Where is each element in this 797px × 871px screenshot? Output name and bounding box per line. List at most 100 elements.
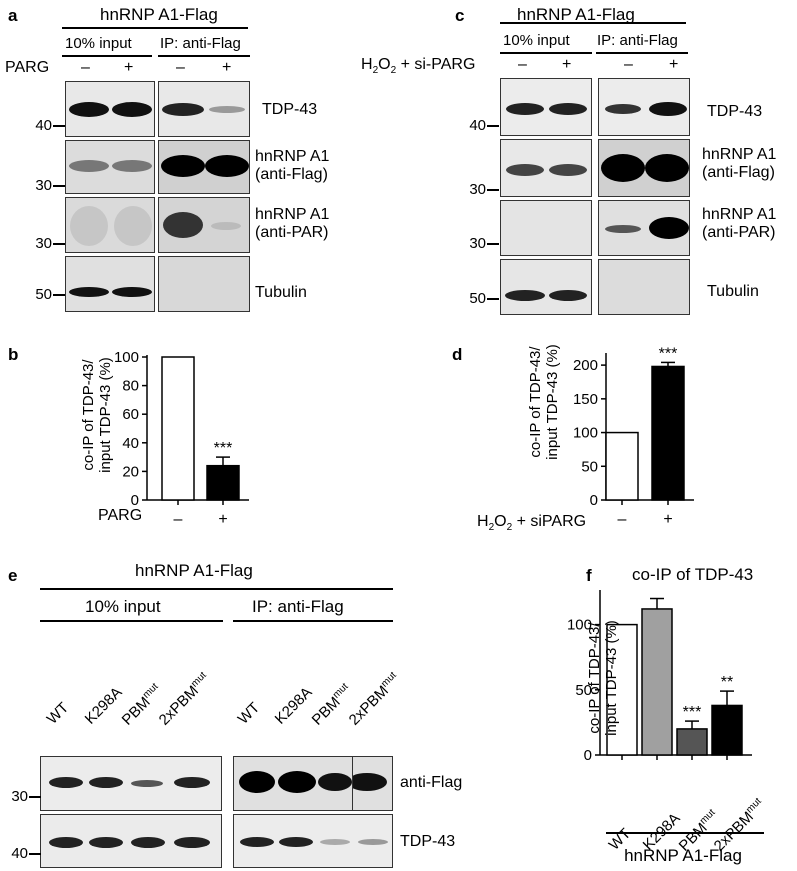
blot-ip-tdp43 — [233, 814, 393, 868]
construct-line — [500, 22, 686, 24]
blot-ip-tdp43 — [598, 78, 690, 136]
significance-label: *** — [659, 345, 678, 362]
input-line — [62, 55, 152, 57]
y-tick-label: 0 — [131, 492, 139, 509]
blot-input-tdp43 — [65, 81, 155, 137]
blot-label-tdp43: TDP-43 — [707, 103, 763, 120]
blot-input-flag — [40, 756, 222, 811]
ip-line — [596, 52, 688, 54]
bar — [206, 464, 240, 501]
y-tick-label: 0 — [590, 492, 598, 509]
mw-marker: 30 — [11, 788, 28, 805]
bar — [605, 431, 639, 501]
panel-label-a: a — [8, 6, 18, 25]
y-axis-label: co-IP of TDP-43/ input TDP-43 (%) — [80, 357, 115, 473]
blot-ip-flag — [158, 140, 250, 194]
construct-label: hnRNP A1-Flag — [517, 5, 635, 24]
construct-line — [62, 27, 248, 29]
lane-sign: – — [624, 56, 633, 73]
input-line — [500, 52, 592, 54]
bar — [651, 365, 685, 501]
lane-sign: – — [81, 59, 90, 76]
input-label: 10% input — [503, 32, 570, 49]
y-tick-label: 80 — [122, 378, 139, 395]
panel-label-f: f — [586, 566, 592, 585]
blot-ip-par — [158, 197, 250, 253]
y-tick-label: 0 — [584, 747, 592, 764]
significance-label: *** — [214, 440, 233, 457]
bar — [606, 623, 638, 756]
ip-line — [233, 620, 393, 622]
y-tick-label: 100 — [114, 349, 139, 366]
panel-label-e: e — [8, 566, 18, 585]
mw-marker: 50 — [469, 290, 486, 307]
x-tick-label: + — [663, 511, 672, 528]
treatment-label: PARG — [5, 59, 50, 76]
mw-marker: 50 — [35, 286, 52, 303]
construct-line — [40, 588, 393, 590]
blot-ip-tdp43 — [158, 81, 250, 137]
x-tick-label: – — [618, 511, 627, 528]
mw-marker: 30 — [469, 181, 486, 198]
lane-sign: + — [562, 56, 572, 73]
significance-label: *** — [683, 704, 702, 721]
blot-label-flag: hnRNP A1 (anti-Flag) — [255, 148, 330, 184]
blot-ip-flag — [598, 139, 690, 197]
mw-marker: 30 — [35, 235, 52, 252]
ip-label: IP: anti-Flag — [252, 597, 344, 616]
bar — [711, 704, 743, 756]
y-tick-label: 20 — [122, 463, 139, 480]
lane-sign: – — [518, 56, 527, 73]
panel-label-b: b — [8, 345, 19, 364]
blot-label-tubulin: Tubulin — [707, 283, 759, 300]
blot-input-tubulin — [500, 259, 592, 315]
panel-label-c: c — [455, 6, 465, 25]
y-tick-label: 150 — [573, 391, 598, 408]
mw-marker: 30 — [35, 177, 52, 194]
mw-marker: 30 — [469, 235, 486, 252]
blot-label-tubulin: Tubulin — [255, 284, 307, 301]
significance-label: ** — [721, 674, 733, 691]
bar — [676, 728, 708, 756]
input-label: 10% input — [85, 597, 161, 616]
blot-input-tubulin — [65, 256, 155, 312]
blot-input-tdp43 — [500, 78, 592, 136]
bar — [161, 356, 195, 501]
y-tick-label: 100 — [573, 425, 598, 442]
ip-line — [158, 55, 250, 57]
lane-sign: + — [669, 56, 679, 73]
blot-label-par: hnRNP A1 (anti-PAR) — [702, 206, 777, 242]
blot-label-tdp43: TDP-43 — [262, 101, 318, 118]
blot-label-tdp43: TDP-43 — [400, 833, 456, 850]
ip-label: IP: anti-Flag — [160, 35, 241, 52]
blot-ip-tubulin — [598, 259, 690, 315]
y-axis-label: co-IP of TDP-43/ input TDP-43 (%) — [527, 344, 562, 460]
blot-ip-flag-ext — [353, 756, 393, 811]
x-tick-label: – — [174, 511, 183, 528]
mw-marker: 40 — [35, 117, 52, 134]
mw-marker: 40 — [469, 117, 486, 134]
y-tick-label: 100 — [567, 617, 592, 634]
blot-label-flag: anti-Flag — [400, 774, 463, 791]
construct-label: hnRNP A1-Flag — [135, 561, 253, 580]
y-tick-label: 200 — [573, 357, 598, 374]
lane-sign: + — [222, 59, 232, 76]
blot-input-tdp43 — [40, 814, 222, 868]
blot-input-flag — [65, 140, 155, 194]
blot-input-par — [65, 197, 155, 253]
x-axis-label: hnRNP A1-Flag — [624, 846, 742, 865]
y-tick-label: 40 — [122, 435, 139, 452]
blot-input-par — [500, 200, 592, 256]
lane-sign: + — [124, 59, 134, 76]
y-tick-label: 50 — [581, 458, 598, 475]
chart-title: co-IP of TDP-43 — [632, 565, 754, 584]
x-axis-label: H2O2 + siPARG — [477, 513, 587, 534]
y-axis-label: co-IP of TDP-43/ input TDP-43 (%) — [586, 620, 621, 736]
input-line — [40, 620, 223, 622]
treatment-label: H2O2 + si-PARG — [361, 56, 476, 77]
blot-ip-par — [598, 200, 690, 256]
input-label: 10% input — [65, 35, 132, 52]
construct-label: hnRNP A1-Flag — [100, 5, 218, 24]
panel-label-d: d — [452, 345, 463, 364]
